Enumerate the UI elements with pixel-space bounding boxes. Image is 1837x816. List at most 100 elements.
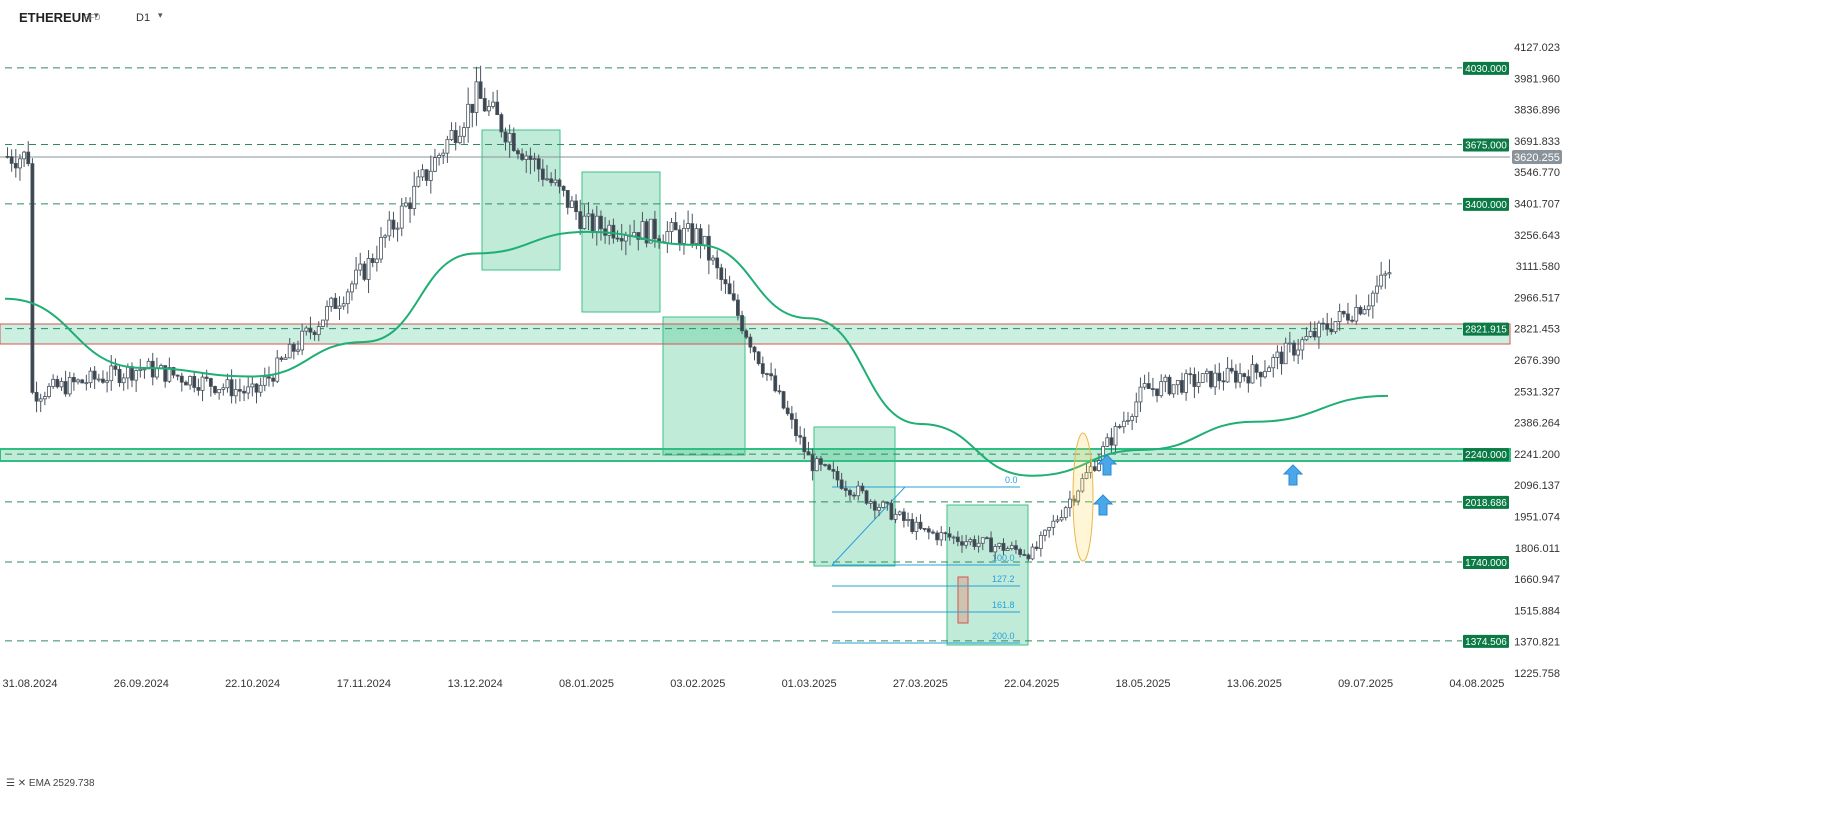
candle-body <box>881 501 886 508</box>
candle-body <box>798 435 803 438</box>
date-tick-label: 01.03.2025 <box>782 678 837 690</box>
ema-line <box>4 230 1389 477</box>
candle-body <box>906 519 910 521</box>
candle-body <box>474 81 479 113</box>
candle-body <box>304 327 309 332</box>
candle-body <box>549 178 554 184</box>
candle-body <box>1138 386 1143 403</box>
candle-body <box>711 257 715 261</box>
candle-body <box>374 258 379 264</box>
candle-body <box>1354 306 1359 322</box>
candle-body <box>1038 534 1043 549</box>
price-tick-label: 2676.390 <box>1514 355 1560 367</box>
candle-body <box>723 279 728 285</box>
candle-body <box>350 283 354 293</box>
candle-body <box>781 391 786 409</box>
candle-body <box>403 202 408 207</box>
candle-body <box>1097 460 1101 471</box>
candle-body <box>221 387 226 390</box>
candle-body <box>931 531 935 534</box>
candle-body <box>565 190 570 208</box>
remove-indicator-icon[interactable]: ✕ <box>17 778 27 789</box>
candle-body <box>524 155 529 160</box>
candle-body <box>806 451 811 456</box>
level-tag-label: 3675.000 <box>1465 141 1507 152</box>
candle-body <box>333 297 338 309</box>
price-tick-label: 2821.453 <box>1514 324 1560 336</box>
price-tick-label: 1370.821 <box>1514 637 1560 649</box>
candle-body <box>300 330 305 351</box>
candle-body <box>1329 328 1334 333</box>
candle-body <box>864 490 869 504</box>
candle-body <box>516 150 520 155</box>
date-tick-label: 13.06.2025 <box>1227 678 1282 690</box>
candle-body <box>1263 371 1267 378</box>
date-tick-label: 17.11.2024 <box>337 678 391 690</box>
candle-body <box>1333 321 1338 333</box>
candle-body <box>980 537 985 544</box>
level-tag: 3675.000 <box>1463 138 1509 152</box>
date-tick-label: 03.02.2025 <box>670 678 725 690</box>
candle-body <box>395 227 400 230</box>
level-tag: 4030.000 <box>1463 61 1509 75</box>
candle-body <box>491 101 495 107</box>
candle-body <box>1362 309 1367 315</box>
candle-body <box>951 536 956 539</box>
price-tick-label: 3111.580 <box>1516 261 1560 273</box>
candle-body <box>1068 498 1072 509</box>
level-tag: 2240.000 <box>1463 448 1509 462</box>
candle-body <box>325 306 329 321</box>
candle-body <box>1250 364 1255 384</box>
candle-body <box>9 156 14 164</box>
candle-body <box>1234 370 1238 383</box>
candle-body <box>167 367 172 382</box>
ema-label: EMA <box>28 778 51 789</box>
symbol-label[interactable]: ETHEREUM <box>19 10 92 25</box>
candle-body <box>320 319 325 327</box>
candle-body <box>499 114 504 133</box>
candle-body <box>823 464 827 466</box>
candle-body <box>835 470 840 481</box>
candle-body <box>134 370 139 381</box>
candle-body <box>1387 272 1392 275</box>
candle-body <box>889 502 894 520</box>
candle-body <box>424 169 429 181</box>
fib-level-label: 200.0 <box>992 631 1015 641</box>
price-tick-label: 1660.947 <box>1514 574 1560 586</box>
candle-body <box>13 162 18 169</box>
timeframe-dropdown-icon[interactable]: ▾ <box>158 10 163 20</box>
date-tick-label: 04.08.2025 <box>1449 678 1504 690</box>
candle-body <box>470 103 475 113</box>
candle-body <box>26 151 31 165</box>
price-tick-label: 2096.137 <box>1514 480 1560 492</box>
candle-body <box>827 464 832 470</box>
price-tick-label: 4127.023 <box>1514 42 1560 54</box>
timeframe-label[interactable]: D1 <box>136 12 151 24</box>
candle-body <box>204 376 209 379</box>
candle-body <box>130 366 134 381</box>
candle-body <box>939 532 944 541</box>
candle-body <box>1317 322 1321 338</box>
candle-body <box>777 390 782 393</box>
candle-body <box>897 511 902 515</box>
candle-body <box>482 98 487 112</box>
candle-body <box>872 501 877 511</box>
buy-arrow-icon <box>1282 464 1304 486</box>
candle-body <box>1204 370 1209 374</box>
candle-body <box>420 169 425 178</box>
candle-body <box>1271 356 1276 369</box>
candle-body <box>669 222 674 232</box>
candle-body <box>250 383 255 388</box>
candle-body <box>341 303 346 307</box>
candle-body <box>843 488 848 491</box>
indicator-list-icon[interactable]: ☰ <box>6 778 15 789</box>
candle-body <box>1267 367 1271 372</box>
candle-body <box>852 494 856 497</box>
symbol-dropdown-icon[interactable]: ▾ <box>94 10 99 20</box>
candle-body <box>76 379 80 383</box>
candle-body <box>237 389 242 392</box>
price-tick-label: 2241.200 <box>1514 449 1560 461</box>
highlight-ellipse <box>1072 432 1094 562</box>
candle-body <box>590 213 595 234</box>
